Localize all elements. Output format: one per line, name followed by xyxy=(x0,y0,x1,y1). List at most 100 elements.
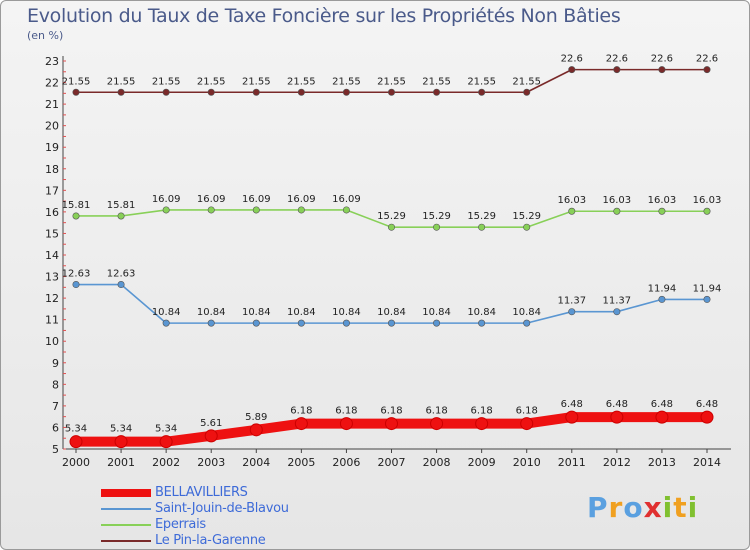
x-tick-label: 2001 xyxy=(107,456,135,469)
data-label: 10.84 xyxy=(242,307,271,318)
data-point xyxy=(703,207,711,215)
data-point xyxy=(703,66,711,74)
data-label: 16.09 xyxy=(152,194,181,205)
legend-item: BELLAVILLIERS xyxy=(101,485,401,501)
y-tick-label: 11 xyxy=(45,314,59,327)
data-point xyxy=(294,417,308,431)
logo-letter: i xyxy=(662,491,674,524)
y-tick-label: 19 xyxy=(45,141,59,154)
x-tick-label: 2005 xyxy=(287,456,315,469)
data-point xyxy=(613,207,621,215)
data-point xyxy=(207,88,215,96)
data-point xyxy=(475,417,489,431)
data-label: 6.18 xyxy=(471,406,493,417)
y-tick-label: 10 xyxy=(45,335,59,348)
data-point xyxy=(252,206,260,214)
y-tick-label: 18 xyxy=(45,163,59,176)
data-label: 6.48 xyxy=(606,399,628,410)
data-label: 11.94 xyxy=(648,283,677,294)
legend-swatch xyxy=(101,508,151,510)
y-tick-label: 23 xyxy=(45,55,59,68)
y-tick-label: 21 xyxy=(45,98,59,111)
data-point xyxy=(162,319,170,327)
data-label: 15.81 xyxy=(107,200,136,211)
data-point xyxy=(297,88,305,96)
legend-swatch xyxy=(101,540,151,542)
y-tick-label: 6 xyxy=(52,421,59,434)
data-label: 5.34 xyxy=(65,424,87,435)
data-label: 21.55 xyxy=(197,76,226,87)
data-point xyxy=(117,281,125,289)
y-tick-label: 9 xyxy=(52,357,59,370)
data-label: 22.6 xyxy=(606,54,628,65)
data-point xyxy=(655,410,669,424)
data-point xyxy=(568,308,576,316)
y-tick-label: 8 xyxy=(52,378,59,391)
x-tick-label: 2012 xyxy=(603,456,631,469)
logo-letter: P xyxy=(587,491,609,524)
data-point xyxy=(249,423,263,437)
data-label: 12.63 xyxy=(62,269,91,280)
data-label: 10.84 xyxy=(197,307,226,318)
data-point xyxy=(342,88,350,96)
data-point xyxy=(703,295,711,303)
y-tick-label: 22 xyxy=(45,77,59,90)
data-label: 16.09 xyxy=(332,194,361,205)
data-point xyxy=(252,88,260,96)
legend-item: Saint-Jouin-de-Blavou xyxy=(101,501,401,517)
data-label: 5.34 xyxy=(155,424,177,435)
data-label: 21.55 xyxy=(422,76,451,87)
data-point xyxy=(658,207,666,215)
x-tick-label: 2008 xyxy=(423,456,451,469)
y-tick-label: 20 xyxy=(45,120,59,133)
data-label: 21.55 xyxy=(62,76,91,87)
data-point xyxy=(204,429,218,443)
data-label: 6.18 xyxy=(425,406,447,417)
data-label: 22.6 xyxy=(561,54,583,65)
data-label: 15.29 xyxy=(377,211,406,222)
data-point xyxy=(342,319,350,327)
data-label: 11.94 xyxy=(693,283,722,294)
data-label: 6.48 xyxy=(651,399,673,410)
logo-letter: o xyxy=(623,491,644,524)
data-point xyxy=(613,66,621,74)
data-point xyxy=(114,435,128,449)
data-point xyxy=(523,223,531,231)
data-label: 22.6 xyxy=(696,54,718,65)
data-point xyxy=(430,417,444,431)
data-point xyxy=(433,88,441,96)
data-label: 21.55 xyxy=(287,76,316,87)
data-label: 6.18 xyxy=(335,406,357,417)
data-label: 10.84 xyxy=(467,307,496,318)
x-tick-label: 2013 xyxy=(648,456,676,469)
data-point xyxy=(385,417,398,431)
y-tick-label: 14 xyxy=(45,249,59,262)
data-point xyxy=(159,435,173,449)
x-tick-label: 2002 xyxy=(152,456,180,469)
data-label: 6.18 xyxy=(380,406,402,417)
data-point xyxy=(523,319,531,327)
data-label: 5.89 xyxy=(245,412,267,423)
data-point xyxy=(72,88,80,96)
y-tick-label: 7 xyxy=(52,400,59,413)
y-tick-label: 16 xyxy=(45,206,59,219)
x-tick-label: 2000 xyxy=(62,456,90,469)
x-tick-label: 2007 xyxy=(378,456,406,469)
data-point xyxy=(700,410,714,424)
data-label: 12.63 xyxy=(107,269,136,280)
logo-letter: r xyxy=(608,491,624,524)
legend-item: Eperrais xyxy=(101,517,401,533)
data-label: 16.09 xyxy=(197,194,226,205)
logo-letter: x xyxy=(643,491,663,524)
data-point xyxy=(387,223,395,231)
data-point xyxy=(387,88,395,96)
data-point xyxy=(297,319,305,327)
data-label: 16.09 xyxy=(242,194,271,205)
data-point xyxy=(162,206,170,214)
data-label: 21.55 xyxy=(152,76,181,87)
data-label: 10.84 xyxy=(512,307,541,318)
data-point xyxy=(117,212,125,220)
data-point xyxy=(478,319,486,327)
data-label: 16.03 xyxy=(603,195,632,206)
